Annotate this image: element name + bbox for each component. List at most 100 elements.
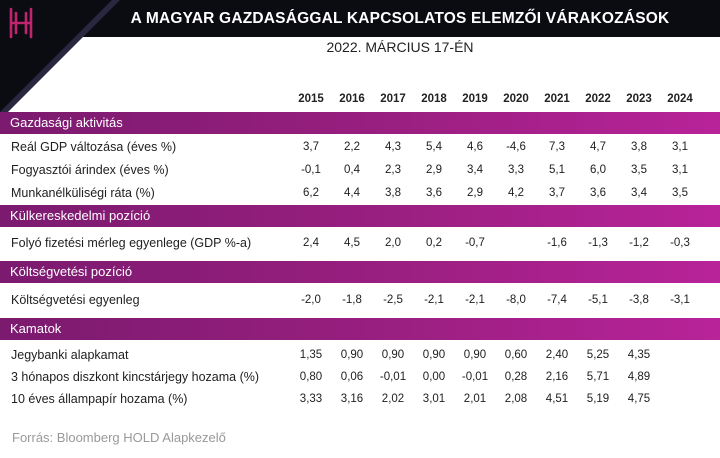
table-cell: 3,1 bbox=[672, 164, 688, 176]
table-row: Fogyasztói árindex (éves %) -0,1 0,4 2,3… bbox=[0, 160, 720, 180]
table-cell: 3,8 bbox=[631, 141, 647, 153]
table-cell: 6,0 bbox=[590, 164, 606, 176]
table-cell: -5,1 bbox=[588, 294, 608, 306]
table-cell: 3,6 bbox=[426, 187, 442, 199]
table-cell: 2,08 bbox=[504, 393, 528, 405]
table-cell: 5,19 bbox=[586, 393, 610, 405]
table-cell: 2,01 bbox=[463, 393, 487, 405]
table-cell: 3,7 bbox=[549, 187, 565, 199]
year-header: 2023 bbox=[626, 93, 652, 105]
year-header: 2018 bbox=[421, 93, 447, 105]
table-cell: 3,5 bbox=[672, 187, 688, 199]
table-cell: 4,75 bbox=[627, 393, 651, 405]
table-cell: -8,0 bbox=[506, 294, 526, 306]
table-cell: -1,3 bbox=[588, 237, 608, 249]
table-cell: -1,6 bbox=[547, 237, 567, 249]
table-cell: -0,1 bbox=[301, 164, 321, 176]
table-cell: -2,5 bbox=[383, 294, 403, 306]
year-header: 2021 bbox=[544, 93, 570, 105]
table-cell: 0,90 bbox=[381, 349, 405, 361]
table-cell: 0,28 bbox=[504, 371, 528, 383]
table-cell: 4,89 bbox=[627, 371, 651, 383]
row-label: Jegybanki alapkamat bbox=[11, 348, 129, 362]
table-cell: 4,35 bbox=[627, 349, 651, 361]
table-cell: 4,51 bbox=[545, 393, 569, 405]
table-cell: -0,7 bbox=[465, 237, 485, 249]
table-cell: 3,1 bbox=[672, 141, 688, 153]
table-cell: 7,3 bbox=[549, 141, 565, 153]
table-row: 3 hónapos diszkont kincstárjegy hozama (… bbox=[0, 367, 720, 387]
section-header-koltsegvetesi-pozicio: Költségvetési pozíció bbox=[0, 261, 720, 283]
page-title: A MAGYAR GAZDASÁGGAL KAPCSOLATOS ELEMZŐI… bbox=[130, 10, 670, 27]
table-cell: 0,2 bbox=[426, 237, 442, 249]
section-title: Költségvetési pozíció bbox=[10, 264, 133, 279]
year-header: 2022 bbox=[585, 93, 611, 105]
table-cell: 4,2 bbox=[508, 187, 524, 199]
table-cell: 3,8 bbox=[385, 187, 401, 199]
table-cell: 0,90 bbox=[340, 349, 364, 361]
year-header: 2020 bbox=[503, 93, 529, 105]
row-label: 3 hónapos diszkont kincstárjegy hozama (… bbox=[11, 370, 260, 384]
table-row: Folyó fizetési mérleg egyenlege (GDP %-a… bbox=[0, 233, 720, 253]
table-cell: 3,01 bbox=[422, 393, 446, 405]
table-cell: -1,2 bbox=[629, 237, 649, 249]
year-header-row: 2015 2016 2017 2018 2019 2020 2021 2022 … bbox=[0, 93, 720, 109]
table-cell: -7,4 bbox=[547, 294, 567, 306]
year-header: 2024 bbox=[667, 93, 693, 105]
table-row: Munkanélküliségi ráta (%) 6,2 4,4 3,8 3,… bbox=[0, 183, 720, 203]
table-cell: -2,1 bbox=[424, 294, 444, 306]
table-cell: 3,3 bbox=[508, 164, 524, 176]
header-bar bbox=[0, 0, 720, 37]
table-cell: 5,71 bbox=[586, 371, 610, 383]
table-row: Költségvetési egyenleg -2,0 -1,8 -2,5 -2… bbox=[0, 290, 720, 310]
table-cell: 0,4 bbox=[344, 164, 360, 176]
table-cell: 4,5 bbox=[344, 237, 360, 249]
table-cell: 3,4 bbox=[631, 187, 647, 199]
table-cell: 0,90 bbox=[422, 349, 446, 361]
table-cell: -3,1 bbox=[670, 294, 690, 306]
table-cell: -2,0 bbox=[301, 294, 321, 306]
table-cell: -0,01 bbox=[379, 371, 407, 383]
table-cell: -4,6 bbox=[506, 141, 526, 153]
table-cell: -3,8 bbox=[629, 294, 649, 306]
row-label: Reál GDP változása (éves %) bbox=[11, 140, 177, 154]
table-cell: 2,16 bbox=[545, 371, 569, 383]
table-cell: 3,6 bbox=[590, 187, 606, 199]
table-cell: 3,5 bbox=[631, 164, 647, 176]
section-header-kamatok: Kamatok bbox=[0, 318, 720, 340]
table-row: Reál GDP változása (éves %) 3,7 2,2 4,3 … bbox=[0, 137, 720, 157]
table-cell: 2,2 bbox=[344, 141, 360, 153]
table-cell: 2,0 bbox=[385, 237, 401, 249]
year-header: 2019 bbox=[462, 93, 488, 105]
row-label: Folyó fizetési mérleg egyenlege (GDP %-a… bbox=[11, 236, 252, 250]
row-label: Fogyasztói árindex (éves %) bbox=[11, 163, 169, 177]
section-title: Kamatok bbox=[10, 321, 62, 336]
table-cell: 3,7 bbox=[303, 141, 319, 153]
section-title: Külkereskedelmi pozíció bbox=[10, 208, 151, 223]
table-cell: -1,8 bbox=[342, 294, 362, 306]
table-cell: 0,00 bbox=[422, 371, 446, 383]
table-cell: 5,1 bbox=[549, 164, 565, 176]
table-row: 10 éves állampapír hozama (%) 3,33 3,16 … bbox=[0, 389, 720, 409]
table-cell: 4,4 bbox=[344, 187, 360, 199]
section-header-gazdasagi-aktivitas: Gazdasági aktivitás bbox=[0, 112, 720, 134]
table-cell: 4,3 bbox=[385, 141, 401, 153]
table-cell: 2,9 bbox=[467, 187, 483, 199]
year-header: 2016 bbox=[339, 93, 365, 105]
table-cell: 3,16 bbox=[340, 393, 364, 405]
table-cell: 5,25 bbox=[586, 349, 610, 361]
section-header-kulkereskedelmi-pozicio: Külkereskedelmi pozíció bbox=[0, 205, 720, 227]
table-cell: -2,1 bbox=[465, 294, 485, 306]
row-label: 10 éves állampapír hozama (%) bbox=[11, 392, 188, 406]
table-cell: 2,9 bbox=[426, 164, 442, 176]
hold-h-logo-icon bbox=[9, 7, 33, 39]
page-subtitle: 2022. MÁRCIUS 17-ÉN bbox=[326, 39, 474, 55]
table-cell: 3,4 bbox=[467, 164, 483, 176]
table-cell: 6,2 bbox=[303, 187, 319, 199]
logo-corner-triangle-inner bbox=[0, 0, 112, 112]
row-label: Költségvetési egyenleg bbox=[11, 293, 140, 307]
table-cell: 5,4 bbox=[426, 141, 442, 153]
year-header: 2017 bbox=[380, 93, 406, 105]
table-cell: 3,33 bbox=[299, 393, 323, 405]
table-cell: 2,3 bbox=[385, 164, 401, 176]
